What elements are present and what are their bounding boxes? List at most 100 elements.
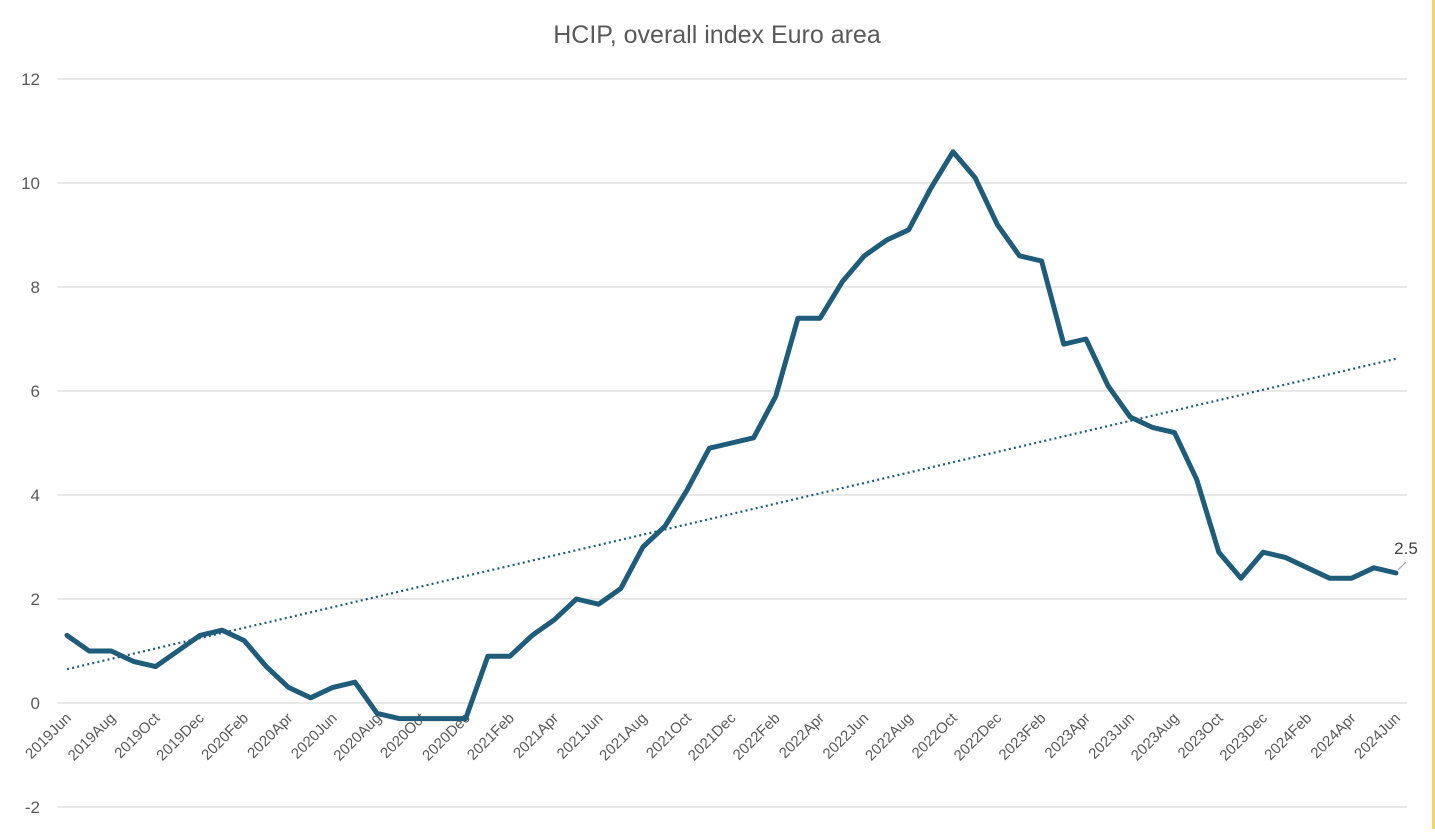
y-tick-label: 4: [31, 486, 40, 505]
data-point: [131, 659, 135, 663]
data-point: [486, 654, 490, 658]
x-tick-label: 2023Feb: [996, 710, 1050, 764]
data-point: [1217, 550, 1221, 554]
data-point: [1195, 477, 1199, 481]
y-tick-label: 0: [31, 694, 40, 713]
data-point: [242, 639, 246, 643]
data-point: [1106, 384, 1110, 388]
y-tick-label: -2: [25, 798, 40, 817]
annotations: 2.5: [1394, 539, 1418, 571]
trendline-group: [66, 357, 1397, 671]
x-tick-label: 2024Feb: [1261, 710, 1315, 764]
data-point: [1283, 555, 1287, 559]
data-point: [574, 597, 578, 601]
data-point: [730, 441, 734, 445]
y-tick-label: 12: [21, 70, 40, 89]
window-edge: [1432, 0, 1435, 829]
data-point: [1062, 342, 1066, 346]
gridlines: [58, 78, 1407, 808]
data-point: [818, 316, 822, 320]
data-point: [419, 717, 423, 721]
linear-trendline: [66, 357, 1397, 671]
data-point: [198, 633, 202, 637]
data-point: [176, 649, 180, 653]
x-tick-label: 2024Jun: [1351, 710, 1404, 763]
data-point: [220, 628, 224, 632]
y-tick-label: 8: [31, 278, 40, 297]
data-point: [442, 717, 446, 721]
data-point: [1394, 571, 1398, 575]
x-tick-label: 2020Aug: [330, 710, 384, 764]
x-tick-label: 2024Apr: [1307, 710, 1359, 762]
data-point: [951, 150, 955, 154]
data-point: [353, 680, 357, 684]
data-point: [309, 696, 313, 700]
data-point: [375, 711, 379, 715]
x-tick-label: 2023Apr: [1042, 710, 1094, 762]
data-label: 2.5: [1394, 539, 1418, 558]
x-tick-label: 2023Dec: [1216, 709, 1271, 764]
data-point: [862, 254, 866, 258]
data-point: [929, 186, 933, 190]
data-point: [397, 717, 401, 721]
data-point: [1305, 566, 1309, 570]
data-point: [1173, 431, 1177, 435]
data-point: [774, 394, 778, 398]
data-point: [1261, 550, 1265, 554]
data-point: [154, 665, 158, 669]
x-tick-label: 2022Aug: [862, 710, 916, 764]
chart-title: HCIP, overall index Euro area: [553, 21, 881, 49]
data-point: [1350, 576, 1354, 580]
data-point: [552, 618, 556, 622]
y-tick-label: 2: [31, 590, 40, 609]
y-tick-label: 6: [31, 382, 40, 401]
x-tick-label: 2021Feb: [464, 710, 518, 764]
data-point: [619, 587, 623, 591]
data-label-leader: [1397, 561, 1407, 571]
data-point: [796, 316, 800, 320]
data-point: [530, 633, 534, 637]
data-point: [1372, 566, 1376, 570]
data-point: [1128, 415, 1132, 419]
x-axis-tick-labels: 2019Jun2019Aug2019Oct2019Dec2020Feb2020A…: [22, 709, 1404, 764]
data-point: [973, 176, 977, 180]
data-point: [109, 649, 113, 653]
x-tick-label: 2022Feb: [730, 710, 784, 764]
data-points: [65, 150, 1398, 721]
series-line: [64, 149, 1399, 722]
data-point: [707, 446, 711, 450]
x-tick-label: 2021Apr: [510, 710, 562, 762]
data-point: [1239, 576, 1243, 580]
series-group: [64, 149, 1399, 722]
data-point: [995, 223, 999, 227]
data-point: [464, 717, 468, 721]
x-tick-label: 2019Dec: [153, 709, 208, 764]
data-point: [641, 545, 645, 549]
x-tick-label: 2022Apr: [776, 710, 828, 762]
data-point: [87, 649, 91, 653]
data-point: [597, 602, 601, 606]
data-point: [685, 488, 689, 492]
data-point: [1328, 576, 1332, 580]
x-tick-label: 2020Apr: [244, 710, 296, 762]
data-point: [840, 280, 844, 284]
data-point: [508, 654, 512, 658]
x-tick-label: 2023Aug: [1128, 710, 1182, 764]
y-tick-label: 10: [21, 174, 40, 193]
x-tick-label: 2021Dec: [685, 709, 740, 764]
x-tick-label: 2020Feb: [198, 710, 252, 764]
data-point: [1084, 337, 1088, 341]
data-point: [663, 524, 667, 528]
x-tick-label: 2022Dec: [951, 709, 1006, 764]
data-point: [752, 436, 756, 440]
data-point: [885, 238, 889, 242]
data-point: [1040, 259, 1044, 263]
data-point: [264, 665, 268, 669]
data-point: [65, 633, 69, 637]
data-point: [331, 685, 335, 689]
data-point: [1150, 425, 1154, 429]
data-point: [907, 228, 911, 232]
data-point: [1017, 254, 1021, 258]
